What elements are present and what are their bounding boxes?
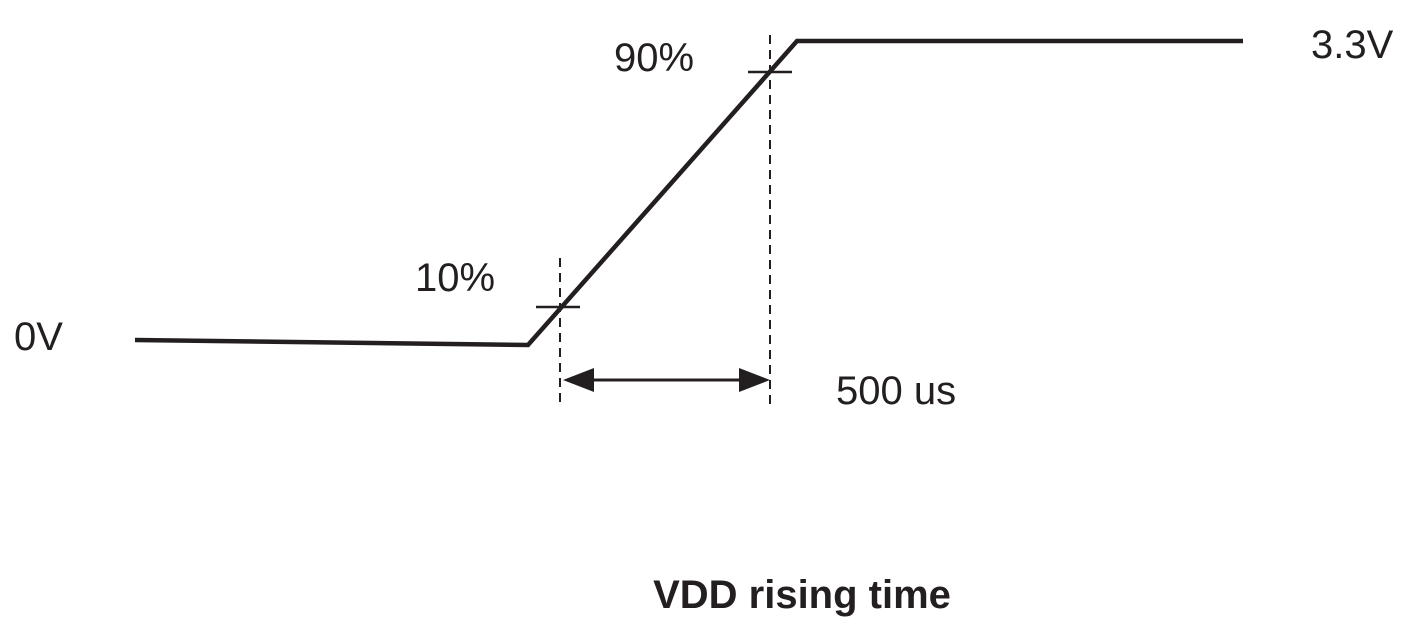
rise-time-label: 500 us — [836, 369, 956, 413]
dimension-arrowhead-right — [739, 368, 770, 392]
high-threshold-label: 90% — [614, 36, 694, 80]
voltage-waveform — [134, 38, 1243, 348]
high-level-label: 3.3V — [1311, 23, 1394, 67]
diagram-title: VDD rising time — [653, 573, 951, 617]
dimension-arrowhead-left — [563, 368, 594, 392]
low-level-label: 0V — [14, 315, 63, 359]
low-threshold-label: 10% — [415, 256, 495, 300]
